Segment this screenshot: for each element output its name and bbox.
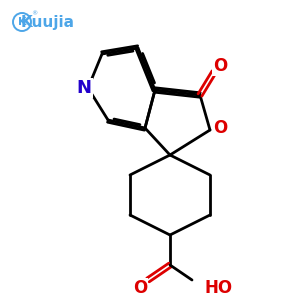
Text: K: K xyxy=(18,17,26,27)
Text: Kuujia: Kuujia xyxy=(21,14,75,29)
Text: O: O xyxy=(213,119,227,137)
Text: ®: ® xyxy=(31,11,37,16)
Text: O: O xyxy=(133,279,147,297)
Text: O: O xyxy=(213,57,227,75)
Text: N: N xyxy=(76,79,92,97)
Text: HO: HO xyxy=(204,279,232,297)
